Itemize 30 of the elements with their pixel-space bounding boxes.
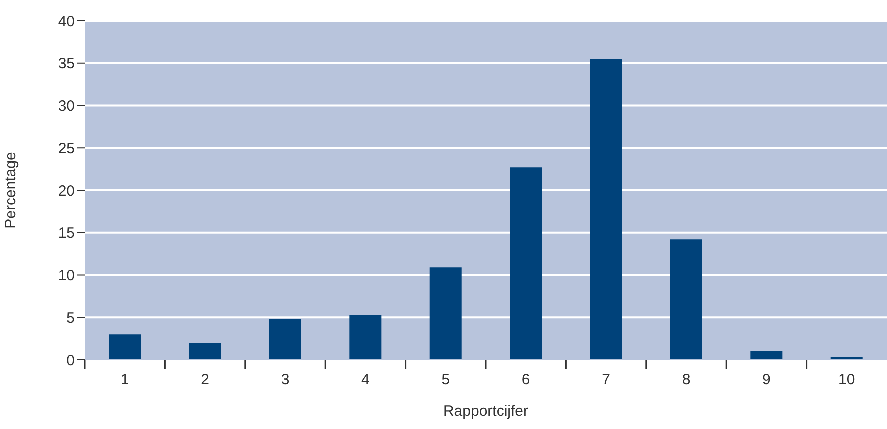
bar xyxy=(350,315,382,360)
y-tick-label: 15 xyxy=(58,225,75,242)
x-tick-label: 2 xyxy=(201,372,210,389)
x-tick-label: 6 xyxy=(522,372,530,389)
y-tick-label: 20 xyxy=(58,182,75,200)
x-tick-label: 7 xyxy=(602,372,610,389)
y-tick-label: 10 xyxy=(58,268,75,285)
y-axis-title: Percentage xyxy=(2,152,20,229)
x-tick-label: 8 xyxy=(682,372,691,389)
y-tick-label: 5 xyxy=(66,310,75,327)
bar xyxy=(269,319,302,360)
bar xyxy=(670,240,702,360)
bar xyxy=(750,352,783,360)
y-tick-label: 25 xyxy=(58,140,75,158)
x-tick-label: 10 xyxy=(838,372,856,389)
y-tick-label: 30 xyxy=(58,98,75,116)
x-tick-label: 5 xyxy=(442,372,450,389)
x-tick-label: 1 xyxy=(120,372,130,389)
x-tick-label: 4 xyxy=(362,372,370,389)
bar xyxy=(510,168,542,360)
bar xyxy=(430,268,462,360)
bar xyxy=(109,334,142,360)
y-tick-label: 0 xyxy=(66,352,75,370)
y-tick-label: 35 xyxy=(58,56,75,73)
y-tick-label: 40 xyxy=(58,13,75,30)
x-tick-label: 3 xyxy=(281,372,290,389)
bar xyxy=(590,59,622,360)
bar xyxy=(189,343,222,360)
x-tick-label: 9 xyxy=(762,372,771,389)
x-axis-title: Rapportcijfer xyxy=(443,403,529,420)
